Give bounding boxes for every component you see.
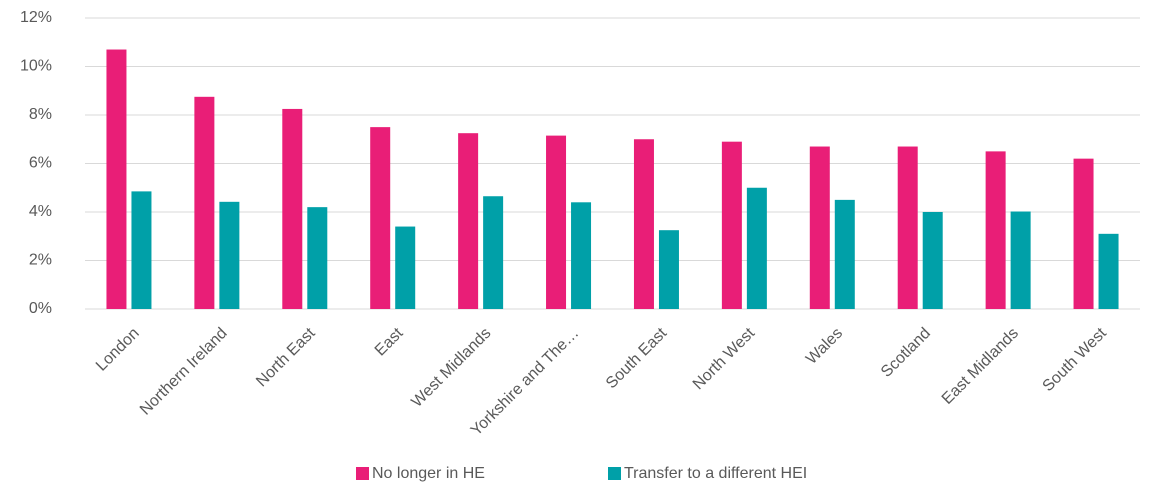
x-tick-label: North East — [253, 324, 319, 390]
bar — [809, 146, 830, 309]
x-tick-label: East Midlands — [939, 325, 1022, 408]
x-tick-label: Northern Ireland — [137, 325, 231, 419]
legend-label: No longer in HE — [372, 465, 485, 482]
legend-swatch — [356, 467, 369, 480]
bar — [370, 127, 391, 309]
x-tick-label: London — [93, 325, 143, 375]
bar — [307, 207, 328, 309]
bar — [658, 230, 679, 309]
x-tick-label: West Midlands — [408, 325, 494, 411]
bar — [746, 187, 767, 309]
bar — [194, 96, 215, 309]
x-tick-label: South West — [1040, 324, 1111, 395]
y-tick-label: 4% — [29, 203, 52, 220]
bar — [922, 212, 943, 309]
bar — [1098, 233, 1119, 309]
bar — [282, 108, 303, 309]
bar — [834, 199, 855, 309]
bar — [721, 141, 742, 309]
bar — [897, 146, 918, 309]
bar — [985, 151, 1006, 309]
y-tick-label: 6% — [29, 155, 52, 172]
bar — [571, 202, 592, 309]
x-tick-label: North West — [690, 324, 759, 393]
y-tick-label: 8% — [29, 106, 52, 123]
y-tick-label: 12% — [20, 9, 52, 26]
x-tick-label: East — [372, 324, 407, 359]
y-tick-label: 0% — [29, 300, 52, 317]
y-tick-label: 10% — [20, 58, 52, 75]
bar — [546, 135, 567, 309]
bar — [219, 201, 240, 309]
bar — [1010, 211, 1031, 309]
x-tick-label: South East — [603, 324, 671, 392]
legend-label: Transfer to a different HEI — [624, 465, 807, 482]
bar — [106, 49, 127, 310]
bar — [1073, 158, 1094, 309]
legend-swatch — [608, 467, 621, 480]
bar — [633, 139, 654, 309]
x-tick-label: Scotland — [878, 325, 934, 381]
bar — [131, 191, 152, 309]
x-tick-label: Wales — [803, 325, 846, 368]
y-tick-label: 2% — [29, 252, 52, 269]
bar — [458, 133, 479, 309]
bar — [483, 196, 504, 309]
bar — [395, 226, 416, 309]
